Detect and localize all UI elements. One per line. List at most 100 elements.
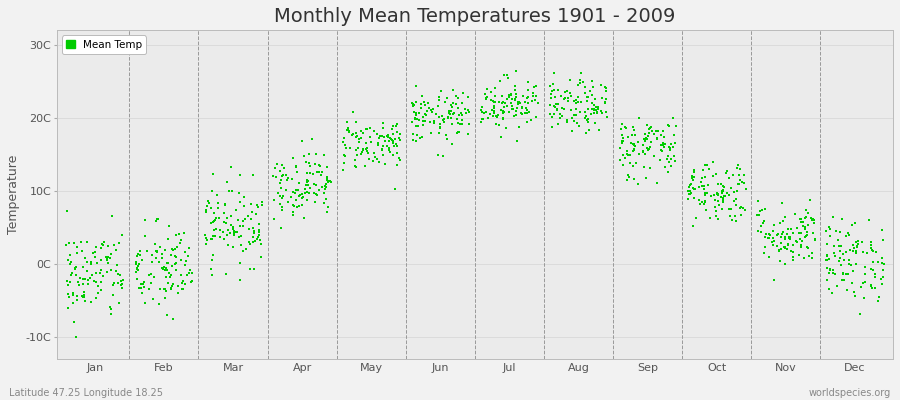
- Point: [580, 118, 595, 125]
- Point: [487, 105, 501, 111]
- Point: [698, 199, 712, 206]
- Point: [169, 232, 184, 238]
- Point: [555, 112, 570, 119]
- Point: [761, 235, 776, 242]
- Point: [560, 116, 574, 123]
- Point: [255, 202, 269, 208]
- Point: [576, 79, 590, 85]
- Point: [796, 222, 810, 229]
- Point: [177, 261, 192, 268]
- Point: [133, 248, 148, 254]
- Point: [598, 96, 613, 102]
- Point: [348, 147, 363, 154]
- Point: [383, 135, 398, 141]
- Point: [662, 159, 677, 166]
- Point: [164, 252, 178, 258]
- Point: [756, 220, 770, 226]
- Point: [842, 257, 856, 263]
- Point: [841, 271, 855, 277]
- Point: [349, 152, 364, 158]
- Point: [662, 145, 677, 151]
- Point: [77, 254, 92, 261]
- Point: [241, 238, 256, 245]
- Point: [279, 186, 293, 193]
- Point: [68, 264, 82, 271]
- Point: [161, 260, 176, 266]
- Point: [554, 93, 568, 100]
- Point: [409, 123, 423, 129]
- Point: [833, 255, 848, 261]
- Point: [726, 198, 741, 204]
- Point: [782, 235, 796, 241]
- Point: [840, 287, 854, 293]
- Point: [725, 172, 740, 178]
- Point: [226, 226, 240, 232]
- Point: [848, 292, 862, 299]
- Point: [406, 101, 420, 108]
- Point: [531, 100, 545, 106]
- Point: [166, 280, 180, 287]
- Point: [849, 239, 863, 246]
- Point: [199, 206, 213, 213]
- Point: [515, 104, 529, 110]
- Point: [153, 244, 167, 250]
- Point: [641, 133, 655, 140]
- Point: [345, 132, 359, 138]
- Point: [312, 163, 327, 170]
- Point: [266, 172, 281, 179]
- Point: [824, 233, 838, 239]
- Point: [520, 95, 535, 101]
- Point: [874, 276, 888, 282]
- Point: [151, 300, 166, 307]
- Point: [719, 189, 733, 196]
- Point: [462, 121, 476, 128]
- Point: [613, 145, 627, 151]
- Point: [626, 163, 640, 169]
- Point: [598, 98, 612, 105]
- Point: [490, 113, 504, 120]
- Point: [759, 230, 773, 237]
- Point: [783, 248, 797, 254]
- Point: [794, 218, 808, 225]
- Point: [285, 155, 300, 162]
- Point: [504, 92, 518, 98]
- Point: [349, 164, 364, 170]
- Point: [421, 100, 436, 106]
- Point: [647, 153, 662, 159]
- Point: [317, 152, 331, 158]
- Point: [495, 100, 509, 106]
- Point: [826, 267, 841, 273]
- Point: [644, 139, 659, 146]
- Point: [710, 192, 724, 198]
- Point: [406, 103, 420, 110]
- Point: [715, 190, 729, 196]
- Point: [406, 137, 420, 143]
- Point: [588, 96, 602, 102]
- Point: [140, 248, 155, 254]
- Point: [551, 101, 565, 107]
- Point: [599, 109, 614, 115]
- Point: [408, 116, 422, 122]
- Point: [365, 158, 380, 164]
- Point: [312, 168, 327, 175]
- Point: [836, 277, 850, 283]
- Point: [806, 254, 820, 261]
- Point: [620, 176, 634, 183]
- Point: [319, 181, 333, 187]
- Point: [486, 98, 500, 104]
- Point: [380, 133, 394, 140]
- Point: [685, 172, 699, 179]
- Point: [622, 173, 636, 180]
- Point: [241, 226, 256, 232]
- Point: [868, 285, 882, 291]
- Point: [105, 282, 120, 288]
- Point: [161, 280, 176, 286]
- Point: [588, 96, 602, 102]
- Point: [209, 226, 223, 232]
- Point: [621, 133, 635, 140]
- Point: [312, 162, 327, 168]
- Point: [798, 234, 813, 240]
- Point: [753, 208, 768, 214]
- Point: [308, 198, 322, 205]
- Point: [826, 270, 841, 277]
